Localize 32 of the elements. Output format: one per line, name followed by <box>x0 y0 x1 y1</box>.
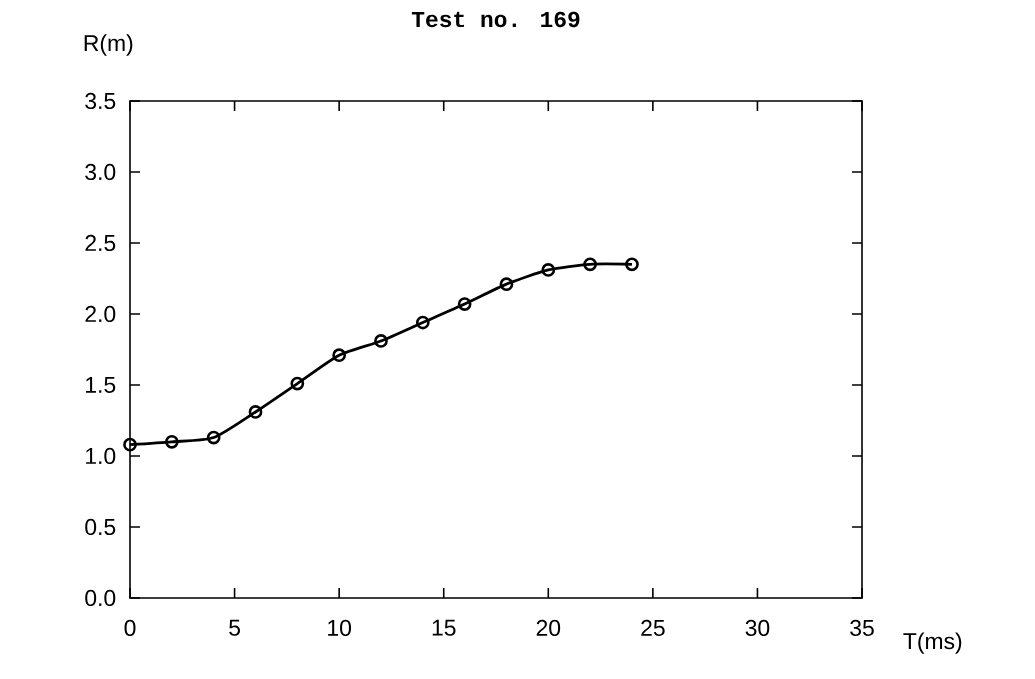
point <box>499 277 514 292</box>
point <box>457 297 472 311</box>
point <box>248 405 263 419</box>
y-tick-label: 0.5 <box>85 518 116 536</box>
point <box>164 434 179 449</box>
point <box>541 263 556 277</box>
y-tick-label: 2.5 <box>85 234 116 252</box>
x-tick-label: 20 <box>536 619 561 637</box>
y-tick-label: 2.0 <box>85 305 116 323</box>
y-tick-label: 3.5 <box>85 92 116 110</box>
point <box>625 257 639 272</box>
y-axis-title: R(m) <box>84 34 133 56</box>
point <box>290 376 305 391</box>
y-tick-label: 1.0 <box>86 447 116 465</box>
x-tick-label: 15 <box>432 619 456 636</box>
y-tick-label: 0.0 <box>85 589 116 607</box>
x-tick-label: 10 <box>328 619 352 637</box>
chart-title: Test no. 169 <box>411 11 580 28</box>
x-tick-label: 5 <box>229 619 240 636</box>
point <box>374 334 388 348</box>
point <box>123 437 137 452</box>
point <box>332 348 347 363</box>
x-axis-title: T(ms) <box>903 632 962 654</box>
x-tick-label: 25 <box>641 619 665 637</box>
x-tick-label: 0 <box>124 619 136 637</box>
point <box>206 430 221 445</box>
y-tick-label: 1.5 <box>86 376 116 393</box>
y-tick-label: 3.0 <box>85 163 116 181</box>
point <box>583 257 597 272</box>
x-tick-label: 30 <box>745 619 770 637</box>
point <box>415 315 430 330</box>
x-tick-label: 35 <box>850 619 874 637</box>
